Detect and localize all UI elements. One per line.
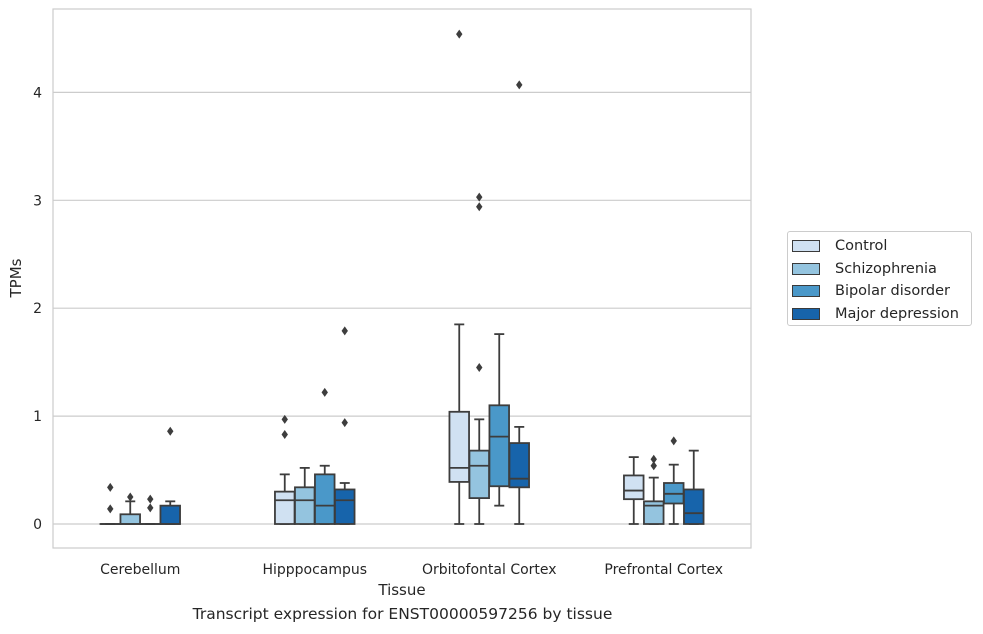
outlier-point: [281, 429, 288, 439]
legend-swatch: [792, 240, 820, 253]
y-axis-label: TPMs: [7, 258, 25, 298]
outlier-point: [281, 414, 288, 424]
series-control: [99, 29, 645, 525]
box: [159, 504, 181, 525]
box: [274, 490, 296, 525]
x-tick-label: Orbitofontal Cortex: [422, 562, 557, 578]
axis-ticks: 0 1 2 3 4 Cerebellum Hipppocampus Orbitofontal …: [33, 85, 723, 578]
y-tick-label: 1: [33, 409, 42, 425]
series-schizophrenia: [119, 192, 665, 525]
box: [468, 449, 490, 500]
outlier-point: [107, 482, 114, 492]
legend-label: Control: [835, 238, 888, 255]
outlier-point: [321, 387, 328, 397]
outlier-point: [147, 503, 154, 513]
outlier-point: [476, 363, 483, 373]
outlier-point: [516, 80, 523, 90]
box: [448, 410, 470, 483]
outlier-point: [341, 418, 348, 428]
box-series: [99, 29, 705, 525]
box: [623, 474, 645, 501]
legend-label: Bipolar disorder: [835, 283, 950, 300]
chart-caption: Transcript expression for ENST0000059725…: [192, 605, 613, 623]
box: [314, 473, 336, 525]
y-tick-label: 0: [33, 517, 42, 533]
box: [683, 488, 705, 525]
legend-item: Bipolar disorder: [792, 280, 971, 303]
plot-frame: [52, 8, 752, 549]
y-tick-label: 3: [33, 193, 42, 209]
box: [643, 500, 665, 525]
legend-swatch: [792, 285, 820, 298]
legend: Control Schizophrenia Bipolar disorder M…: [787, 231, 972, 326]
outlier-point: [650, 461, 657, 471]
y-tick-label: 4: [33, 85, 42, 101]
series-major-depression: [159, 80, 705, 525]
box: [508, 442, 530, 489]
outlier-point: [341, 326, 348, 336]
legend-label: Schizophrenia: [835, 260, 937, 277]
x-tick-label: Cerebellum: [100, 562, 180, 578]
outlier-point: [476, 202, 483, 212]
outlier-point: [476, 192, 483, 202]
legend-item: Schizophrenia: [792, 258, 971, 281]
outlier-point: [107, 504, 114, 514]
legend-swatch: [792, 262, 820, 275]
gridlines: [53, 91, 751, 525]
outlier-point: [167, 426, 174, 436]
x-axis-label: Tissue: [377, 581, 425, 599]
outlier-point: [127, 492, 134, 502]
outlier-point: [456, 29, 463, 39]
outlier-point: [670, 436, 677, 446]
box: [294, 486, 316, 525]
legend-item: Control: [792, 235, 971, 258]
legend-item: Major depression: [792, 303, 971, 326]
outlier-point: [650, 454, 657, 464]
box: [488, 404, 510, 488]
series-bipolar-disorder: [139, 333, 685, 525]
x-tick-label: Hipppocampus: [262, 562, 367, 578]
legend-swatch: [792, 307, 820, 320]
box: [119, 513, 141, 525]
legend-label: Major depression: [835, 305, 959, 322]
outlier-point: [147, 494, 154, 504]
y-tick-label: 2: [33, 301, 42, 317]
x-tick-label: Prefrontal Cortex: [604, 562, 723, 578]
box: [334, 488, 356, 525]
